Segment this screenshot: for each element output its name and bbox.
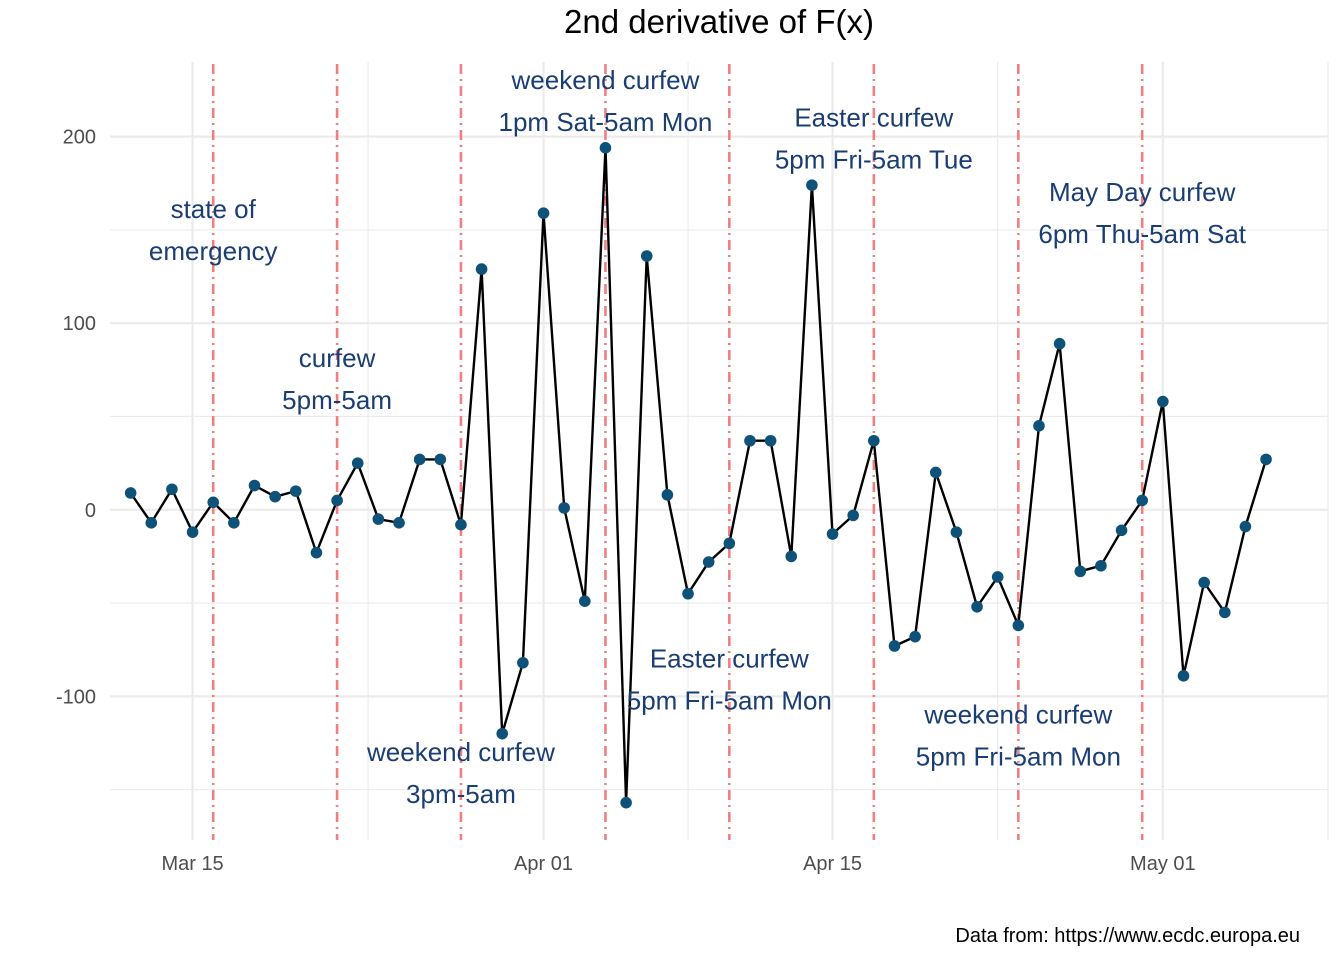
data-point (806, 179, 818, 191)
data-point (496, 727, 509, 740)
data-point (434, 453, 447, 466)
y-tick-label: 100 (63, 313, 96, 335)
x-tick-label: Apr 15 (803, 853, 862, 875)
data-point (991, 571, 1004, 583)
annotation-line: May Day curfew (1049, 177, 1236, 207)
annotation-line: 6pm Thu-5am Sat (1038, 219, 1246, 249)
data-point (1177, 670, 1190, 682)
data-point (186, 526, 199, 538)
data-point (207, 496, 220, 509)
annotation-line: curfew (299, 343, 376, 373)
data-point (475, 263, 488, 275)
annotation: weekend curfew 1pm Sat-5am Mon (499, 65, 713, 137)
data-point (971, 600, 983, 613)
data-point (929, 466, 942, 479)
annotation-line: 5pm-5am (282, 385, 392, 415)
data-point (1033, 420, 1045, 432)
annotation: Easter curfew 5pm Fri-5am Tue (775, 102, 973, 174)
data-point (1012, 619, 1025, 632)
annotation-line: Easter curfew (650, 644, 809, 674)
data-point (1095, 559, 1107, 572)
annotation: weekend curfew 3pm-5am (366, 737, 555, 809)
data-point (1260, 453, 1272, 466)
x-tick-label: Apr 01 (514, 853, 573, 875)
data-point (289, 485, 302, 497)
data-point (455, 518, 467, 531)
data-point (558, 502, 570, 514)
data-point (620, 796, 632, 809)
data-point (1198, 576, 1210, 589)
data-point (166, 483, 178, 496)
annotation: state of emergency (149, 194, 278, 266)
y-tick-label: -100 (56, 686, 96, 708)
data-point (1157, 395, 1169, 408)
data-point (145, 517, 158, 529)
data-point (744, 434, 756, 447)
data-point (950, 526, 963, 538)
data-point (888, 640, 901, 652)
data-point (1136, 494, 1149, 507)
data-point (517, 656, 529, 669)
data-point (868, 434, 880, 447)
y-tick-label: 0 (85, 500, 96, 522)
data-point (393, 517, 405, 529)
data-point (723, 537, 736, 550)
annotation-line: weekend curfew (923, 700, 1112, 730)
y-tick-layer: 200 100 0 -100 (56, 127, 96, 709)
y-tick-label: 200 (63, 127, 96, 149)
data-point (124, 487, 137, 499)
annotation-line: emergency (149, 236, 278, 266)
data-point (1074, 565, 1087, 578)
annotation-line: state of (171, 194, 257, 224)
annotation-layer: state of emergency curfew 5pm-5am weekend cu… (149, 65, 1247, 809)
data-point (248, 479, 261, 492)
data-point (372, 513, 385, 525)
data-point (640, 250, 653, 262)
data-point (228, 517, 240, 529)
data-point (269, 490, 281, 503)
data-point (1239, 520, 1252, 533)
data-point (351, 457, 364, 469)
line-layer (129, 146, 1268, 804)
data-point (682, 587, 694, 600)
data-point (537, 207, 550, 219)
data-point (1053, 337, 1066, 350)
data-point (310, 546, 323, 559)
data-point (331, 494, 343, 507)
vline-layer (211, 64, 1144, 840)
data-point (785, 550, 798, 563)
data-point (1218, 606, 1231, 619)
annotation-line: 1pm Sat-5am Mon (499, 107, 713, 137)
annotation-line: weekend curfew (366, 737, 555, 767)
data-point (826, 528, 839, 540)
chart-caption: Data from: https://www.ecdc.europa.eu (955, 925, 1300, 947)
data-point (579, 595, 591, 607)
annotation-line: weekend curfew (511, 65, 700, 95)
data-point (1115, 524, 1128, 537)
series-line (129, 146, 1268, 804)
data-point (702, 556, 715, 568)
x-tick-label: Mar 15 (161, 853, 223, 875)
annotation: curfew 5pm-5am (282, 343, 392, 415)
point-layer (124, 142, 1272, 809)
data-point (764, 434, 777, 447)
annotation-line: 5pm Fri-5am Mon (627, 686, 832, 716)
annotation-line: 5pm Fri-5am Tue (775, 144, 973, 174)
data-point (847, 509, 859, 522)
x-tick-layer: Mar 15 Apr 01 Apr 15 May 01 (161, 853, 1195, 875)
annotation-line: 5pm Fri-5am Mon (916, 742, 1121, 772)
annotation: May Day curfew 6pm Thu-5am Sat (1038, 177, 1246, 249)
data-point (413, 453, 426, 466)
annotation: weekend curfew 5pm Fri-5am Mon (916, 700, 1121, 772)
annotation-line: 3pm-5am (406, 779, 516, 809)
annotation: Easter curfew 5pm Fri-5am Mon (627, 644, 832, 716)
chart-title: 2nd derivative of F(x) (564, 3, 874, 40)
x-tick-label: May 01 (1130, 853, 1196, 875)
grid-layer (110, 62, 1329, 840)
data-point (909, 630, 921, 643)
data-point (661, 489, 674, 501)
annotation-line: Easter curfew (794, 102, 953, 132)
data-point (599, 142, 612, 154)
